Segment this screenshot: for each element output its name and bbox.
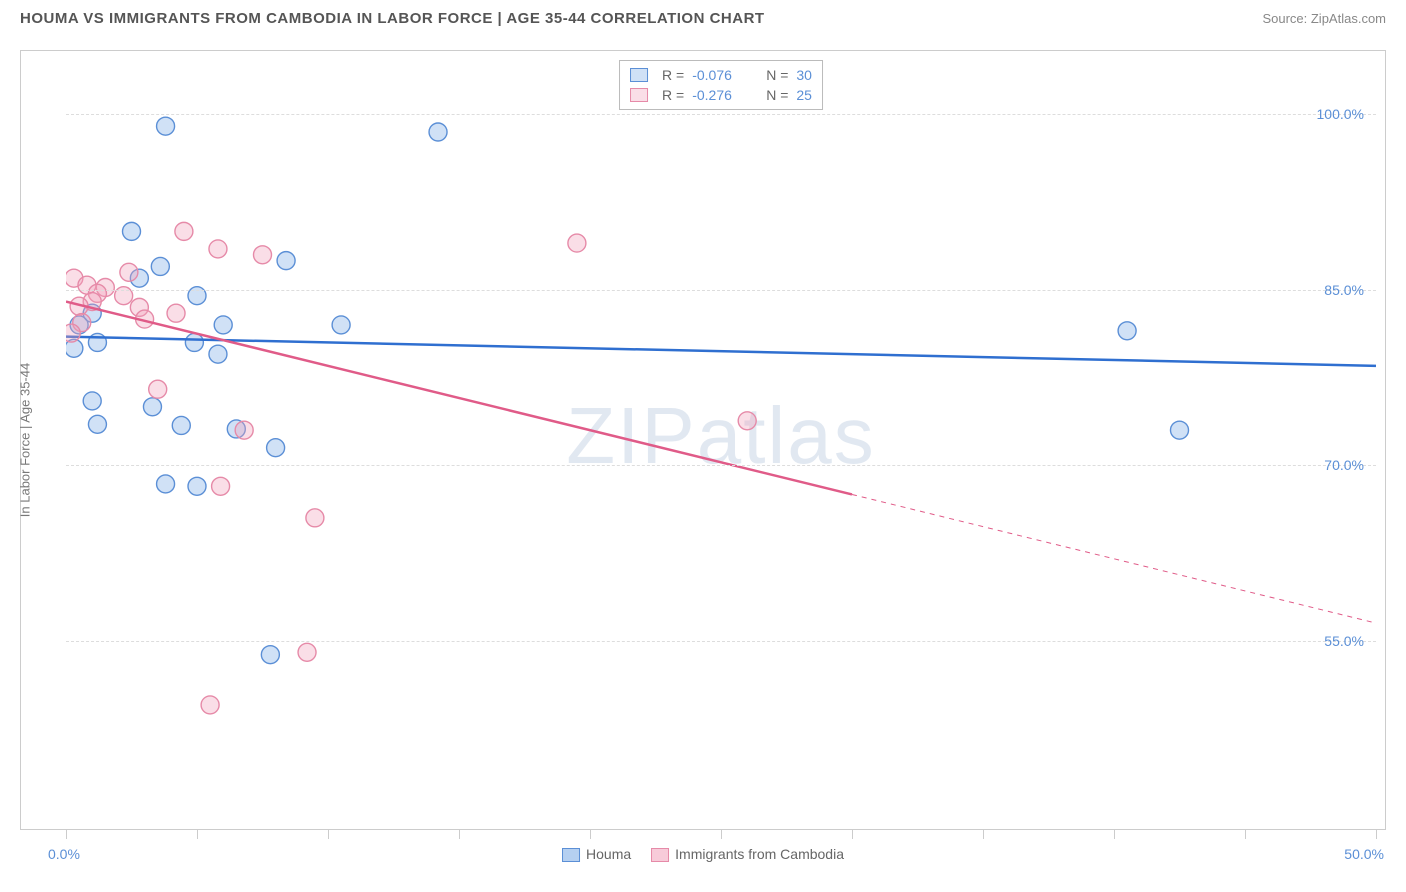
chart-title: HOUMA VS IMMIGRANTS FROM CAMBODIA IN LAB… [20, 10, 765, 27]
x-tick [852, 829, 853, 839]
legend-label: Houma [586, 846, 631, 862]
r-value: -0.276 [692, 87, 752, 103]
data-point [1171, 421, 1189, 439]
y-tick-label: 85.0% [1324, 282, 1364, 298]
data-point [185, 333, 203, 351]
series-legend: Houma Immigrants from Cambodia [562, 846, 844, 862]
legend-row: R = -0.076 N = 30 [630, 65, 812, 85]
data-point [277, 252, 295, 270]
r-label: R = [662, 87, 684, 103]
grid-line [66, 114, 1376, 115]
data-point [201, 696, 219, 714]
chart-header: HOUMA VS IMMIGRANTS FROM CAMBODIA IN LAB… [0, 0, 1406, 35]
data-point [306, 509, 324, 527]
legend-label: Immigrants from Cambodia [675, 846, 844, 862]
data-point [143, 398, 161, 416]
legend-row: R = -0.276 N = 25 [630, 85, 812, 105]
plot-area: ZIPatlas R =-0.076N =30R =-0.276N =25 55… [66, 56, 1376, 816]
data-point [261, 646, 279, 664]
data-point [149, 380, 167, 398]
data-point [88, 415, 106, 433]
x-min-label: 0.0% [48, 846, 80, 862]
x-tick [459, 829, 460, 839]
x-tick [1114, 829, 1115, 839]
n-value: 25 [796, 87, 812, 103]
legend-swatch [630, 68, 648, 82]
data-point [123, 222, 141, 240]
data-point [157, 475, 175, 493]
data-point [209, 345, 227, 363]
y-tick-label: 55.0% [1324, 633, 1364, 649]
legend-swatch [630, 88, 648, 102]
data-point [254, 246, 272, 264]
data-point [66, 324, 80, 342]
x-tick [66, 829, 67, 839]
data-point [568, 234, 586, 252]
data-point [298, 643, 316, 661]
data-point [172, 416, 190, 434]
grid-line [66, 290, 1376, 291]
n-label: N = [766, 67, 788, 83]
chart-container: In Labor Force | Age 35-44 ZIPatlas R =-… [20, 50, 1386, 830]
x-tick [328, 829, 329, 839]
r-value: -0.076 [692, 67, 752, 83]
data-point [212, 477, 230, 495]
y-tick-label: 100.0% [1317, 106, 1364, 122]
data-point [157, 117, 175, 135]
x-max-label: 50.0% [1344, 846, 1384, 862]
data-point [175, 222, 193, 240]
x-tick [590, 829, 591, 839]
correlation-legend: R = -0.076 N = 30 R = -0.276 N = 25 [619, 60, 823, 110]
legend-item: Houma [562, 846, 631, 862]
data-point [209, 240, 227, 258]
data-point [151, 257, 169, 275]
n-label: N = [766, 87, 788, 103]
r-label: R = [662, 67, 684, 83]
x-tick [197, 829, 198, 839]
trend-line-extrapolated [852, 494, 1376, 623]
legend-swatch [562, 848, 580, 862]
data-point [738, 412, 756, 430]
trend-line [66, 337, 1376, 366]
x-axis-row: 0.0% 50.0% Houma Immigrants from Cambodia [20, 840, 1386, 880]
data-point [429, 123, 447, 141]
data-point [83, 392, 101, 410]
y-tick-label: 70.0% [1324, 457, 1364, 473]
data-point [332, 316, 350, 334]
grid-line [66, 465, 1376, 466]
data-point [188, 477, 206, 495]
data-point [1118, 322, 1136, 340]
n-value: 30 [796, 67, 812, 83]
y-axis-label: In Labor Force | Age 35-44 [18, 363, 33, 517]
data-point [120, 263, 138, 281]
x-tick [721, 829, 722, 839]
data-point [235, 421, 253, 439]
scatter-svg [66, 56, 1376, 816]
legend-item: Immigrants from Cambodia [651, 846, 844, 862]
x-tick [983, 829, 984, 839]
chart-source: Source: ZipAtlas.com [1262, 11, 1386, 26]
data-point [167, 304, 185, 322]
data-point [267, 439, 285, 457]
x-tick [1245, 829, 1246, 839]
legend-swatch [651, 848, 669, 862]
grid-line [66, 641, 1376, 642]
x-tick [1376, 829, 1377, 839]
data-point [214, 316, 232, 334]
